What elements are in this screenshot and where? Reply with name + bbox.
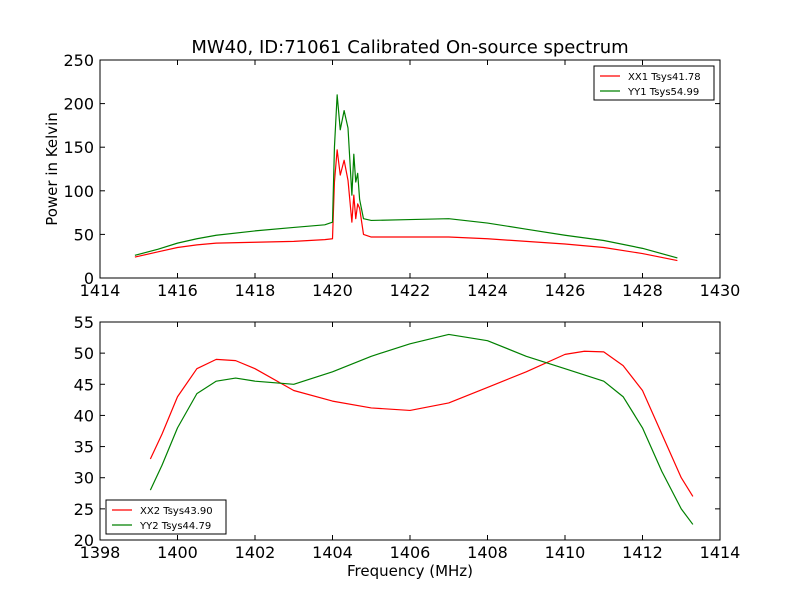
top-plot-panel: 1414 1416 1418 1420 1422 1424 1426 1428 1430 0 50 1… (63, 51, 740, 300)
top-series-line-2 (134, 94, 678, 259)
bottom-x-tick-label: 1404 (312, 543, 353, 562)
bottom-x-tick-label: 1406 (390, 543, 431, 562)
top-x-tick-label: 1414 (80, 281, 121, 300)
top-x-tick-label: 1426 (545, 281, 586, 300)
bottom-y-tick-label: 35 (74, 438, 94, 457)
bottom-x-tick-label: 1410 (545, 543, 586, 562)
top-x-tick-label: 1420 (312, 281, 353, 300)
bottom-x-tick-label: 1400 (157, 543, 198, 562)
bottom-x-tick-label: 1412 (622, 543, 663, 562)
bottom-x-tick-label: 1398 (80, 543, 121, 562)
bottom-legend-label-1: XX2 Tsys43.90 (140, 506, 213, 517)
bottom-legend-label-2: YY2 Tsys44.79 (139, 521, 211, 532)
chart-title: MW40, ID:71061 Calibrated On-source spec… (191, 37, 628, 58)
bottom-y-tick-label: 20 (74, 531, 94, 550)
bottom-x-tick-label: 1414 (700, 543, 741, 562)
bottom-legend-box (105, 499, 227, 535)
bottom-y-tick-label: 25 (74, 500, 94, 519)
bottom-series-line-1 (149, 350, 694, 497)
top-x-tick-label: 1418 (235, 281, 276, 300)
top-y-tick-label: 50 (74, 225, 94, 244)
bottom-y-tick-label: 45 (74, 375, 94, 394)
top-x-tick-label: 1416 (157, 281, 198, 300)
top-x-tick-label: 1422 (390, 281, 431, 300)
top-legend-label-1: XX1 Tsys41.78 (628, 72, 701, 83)
top-y-tick-label: 100 (63, 182, 94, 201)
bottom-x-axis-label: Frequency (MHz) (347, 562, 473, 580)
top-x-tick-label: 1428 (622, 281, 663, 300)
top-x-tick-label: 1424 (467, 281, 508, 300)
bottom-x-tick-label: 1408 (467, 543, 508, 562)
bottom-y-tick-label: 55 (74, 313, 94, 332)
bottom-y-tick-label: 30 (74, 469, 94, 488)
top-y-axis-label: Power in Kelvin (43, 112, 61, 226)
top-y-tick-label: 250 (63, 51, 94, 70)
top-x-tick-label: 1430 (700, 281, 741, 300)
top-legend-label-2: YY1 Tsys54.99 (627, 87, 699, 98)
bottom-x-tick-label: 1402 (235, 543, 276, 562)
top-y-tick-label: 200 (63, 95, 94, 114)
top-legend-box (593, 65, 715, 101)
bottom-y-tick-label: 40 (74, 406, 94, 425)
bottom-plot-panel: 1398 1400 1402 1404 1406 1408 1410 1412 1414 20 25… (74, 313, 741, 562)
top-series-line-1 (134, 149, 678, 262)
bottom-series-line-2 (149, 333, 694, 525)
bottom-y-tick-label: 50 (74, 344, 94, 363)
top-y-tick-label: 150 (63, 138, 94, 157)
top-y-tick-label: 0 (84, 269, 94, 288)
